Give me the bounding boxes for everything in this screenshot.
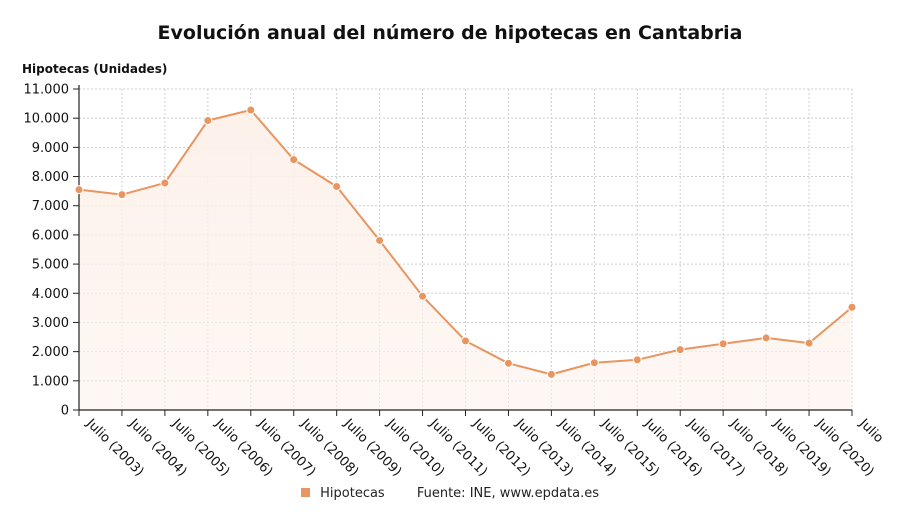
data-point: [289, 155, 299, 165]
x-tick-label: Julio: [855, 416, 886, 447]
y-tick-label: 9.000: [32, 141, 69, 156]
data-point: [804, 338, 814, 348]
y-tick-label: 0: [61, 404, 69, 419]
data-point: [847, 302, 857, 312]
data-point: [461, 336, 470, 346]
data-point: [246, 105, 256, 115]
data-point: [589, 358, 599, 368]
data-point: [418, 291, 428, 301]
data-point: [632, 355, 642, 365]
legend: Hipotecas Fuente: INE, www.epdata.es: [0, 486, 900, 501]
y-tick-label: 8.000: [32, 170, 69, 185]
data-point: [761, 333, 771, 343]
y-tick-label: 10.000: [24, 112, 70, 127]
data-point: [546, 369, 556, 379]
source-note: Fuente: INE, www.epdata.es: [416, 486, 600, 501]
y-axis-label: Hipotecas (Unidades): [22, 62, 168, 76]
y-tick-label: 11.000: [24, 83, 70, 98]
data-point: [117, 190, 127, 200]
legend-swatch: [300, 488, 310, 497]
data-point: [332, 181, 342, 191]
data-point: [718, 339, 728, 349]
y-tick-label: 7.000: [32, 199, 69, 214]
y-tick-label: 4.000: [32, 287, 69, 302]
y-tick-label: 6.000: [32, 228, 69, 243]
y-tick-label: 1.000: [32, 374, 69, 389]
series-area: [79, 110, 852, 410]
data-point: [160, 178, 170, 188]
data-point: [503, 358, 513, 368]
data-point: [203, 116, 213, 126]
y-tick-label: 3.000: [32, 316, 69, 331]
data-point: [375, 235, 385, 245]
y-tick-label: 5.000: [32, 258, 69, 273]
data-point: [74, 185, 84, 195]
chart-title: Evolución anual del número de hipotecas …: [157, 22, 743, 44]
data-point: [675, 345, 685, 355]
y-tick-label: 2.000: [32, 345, 69, 360]
legend-series-label[interactable]: Hipotecas: [320, 486, 385, 501]
